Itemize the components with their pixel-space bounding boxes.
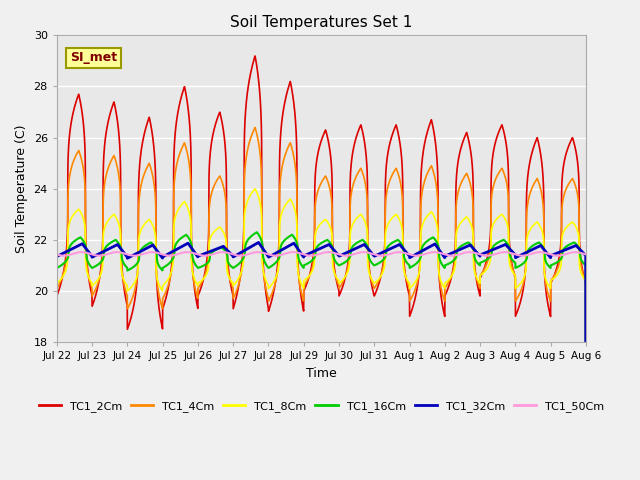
TC1_32Cm — [582, 252, 589, 258]
TC1_50Cm — [582, 252, 589, 257]
TC1_4Cm — [251, 125, 259, 131]
TC1_4Cm — [382, 194, 390, 200]
TC1_2Cm — [251, 53, 259, 59]
TC1_50Cm — [582, 252, 589, 257]
TC1_50Cm — [373, 252, 381, 258]
TC1_50Cm — [166, 253, 174, 259]
TC1_2Cm — [532, 138, 540, 144]
Y-axis label: Soil Temperature (C): Soil Temperature (C) — [15, 124, 28, 253]
TC1_4Cm — [53, 286, 61, 291]
TC1_4Cm — [582, 277, 589, 283]
TC1_50Cm — [53, 252, 61, 257]
X-axis label: Time: Time — [306, 367, 337, 380]
TC1_8Cm — [201, 275, 209, 280]
TC1_8Cm — [251, 186, 259, 192]
TC1_32Cm — [532, 245, 540, 251]
TC1_32Cm — [53, 253, 61, 259]
TC1_50Cm — [201, 253, 209, 259]
TC1_2Cm — [201, 272, 209, 277]
TC1_8Cm — [532, 220, 540, 226]
TC1_32Cm — [166, 250, 174, 256]
TC1_32Cm — [373, 252, 381, 258]
TC1_8Cm — [373, 278, 381, 284]
TC1_2Cm — [373, 287, 381, 293]
TC1_2Cm — [53, 293, 61, 299]
TC1_4Cm — [532, 178, 540, 184]
Line: TC1_32Cm: TC1_32Cm — [57, 242, 586, 480]
Line: TC1_4Cm: TC1_4Cm — [57, 128, 586, 480]
TC1_50Cm — [60, 253, 68, 259]
TC1_8Cm — [382, 228, 390, 233]
TC1_8Cm — [166, 272, 174, 278]
Text: SI_met: SI_met — [70, 51, 117, 64]
TC1_4Cm — [201, 273, 209, 279]
TC1_2Cm — [382, 166, 390, 171]
TC1_50Cm — [572, 249, 579, 255]
TC1_16Cm — [373, 261, 381, 267]
Title: Soil Temperatures Set 1: Soil Temperatures Set 1 — [230, 15, 413, 30]
TC1_32Cm — [382, 248, 390, 253]
TC1_8Cm — [582, 277, 589, 283]
Line: TC1_2Cm: TC1_2Cm — [57, 56, 586, 480]
TC1_50Cm — [532, 250, 540, 255]
TC1_2Cm — [166, 275, 174, 280]
Line: TC1_8Cm: TC1_8Cm — [57, 189, 586, 480]
TC1_2Cm — [582, 279, 589, 285]
TC1_8Cm — [53, 280, 61, 286]
TC1_4Cm — [166, 275, 174, 281]
TC1_16Cm — [166, 260, 174, 265]
TC1_16Cm — [532, 241, 540, 247]
TC1_16Cm — [253, 229, 260, 235]
TC1_32Cm — [255, 240, 262, 245]
TC1_16Cm — [582, 262, 589, 268]
Line: TC1_16Cm: TC1_16Cm — [57, 232, 586, 480]
TC1_50Cm — [382, 252, 390, 258]
Line: TC1_50Cm: TC1_50Cm — [57, 252, 586, 256]
TC1_16Cm — [382, 249, 390, 254]
TC1_16Cm — [201, 262, 209, 268]
TC1_4Cm — [373, 281, 381, 287]
TC1_32Cm — [201, 251, 209, 256]
Legend: TC1_2Cm, TC1_4Cm, TC1_8Cm, TC1_16Cm, TC1_32Cm, TC1_50Cm: TC1_2Cm, TC1_4Cm, TC1_8Cm, TC1_16Cm, TC1… — [34, 397, 609, 417]
TC1_16Cm — [53, 265, 61, 271]
